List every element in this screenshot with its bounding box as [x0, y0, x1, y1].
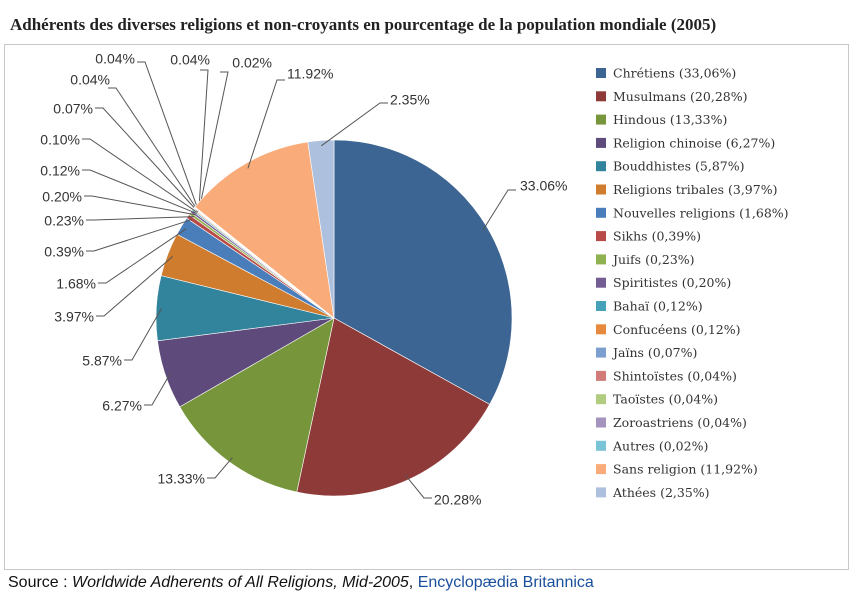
chart: Adhérents des diverses religions et non-…: [4, 15, 849, 570]
data-label: 0.04%: [95, 51, 135, 67]
legend-swatch: [596, 207, 606, 218]
leader-line: [98, 228, 187, 284]
legend-label: Zoroastriens (0,04%): [613, 415, 747, 430]
data-label: 5.87%: [82, 353, 122, 369]
legend-swatch: [596, 487, 606, 498]
legend-label: Athées (2,35%): [612, 485, 710, 500]
legend-label: Hindous (13,33%): [613, 112, 727, 127]
data-label: 6.27%: [102, 398, 142, 414]
data-label: 0.04%: [70, 72, 110, 88]
data-label: 0.10%: [40, 132, 80, 148]
leader-line: [124, 308, 163, 361]
legend-swatch: [596, 347, 606, 358]
pie-slice: [333, 139, 513, 405]
leader-line: [82, 138, 198, 213]
data-label: 1.68%: [56, 276, 96, 292]
data-label: 0.23%: [44, 213, 84, 229]
legend-swatch: [596, 184, 606, 195]
legend-swatch: [596, 161, 606, 172]
leader-line: [198, 69, 209, 211]
leader-line: [86, 218, 193, 252]
data-label: 0.12%: [40, 163, 80, 179]
leader-line: [95, 107, 199, 213]
legend-swatch: [596, 231, 606, 242]
legend-label: Nouvelles religions (1,68%): [613, 205, 789, 220]
legend-swatch: [596, 277, 606, 288]
legend-swatch: [596, 394, 606, 405]
legend-swatch: [596, 370, 606, 381]
legend-label: Shintoïstes (0,04%): [613, 368, 737, 383]
legend-label: Bahaï (0,12%): [613, 299, 703, 314]
leader-line: [247, 79, 285, 169]
legend-label: Juifs (0,23%): [611, 252, 695, 267]
leader-line: [108, 87, 199, 212]
leader-line: [82, 169, 197, 214]
source-publisher[interactable]: Encyclopædia Britannica: [417, 574, 594, 591]
legend-label: Confucéens (0,12%): [613, 322, 741, 337]
legend-label: Musulmans (20,28%): [613, 89, 747, 104]
chart-title: Adhérents des diverses religions et non-…: [10, 15, 716, 34]
leader-line: [86, 216, 195, 221]
data-label: 0.07%: [53, 101, 93, 117]
leader-line: [207, 457, 233, 479]
pie-slice: [296, 317, 491, 497]
data-label: 13.33%: [158, 471, 205, 487]
legend-swatch: [596, 324, 606, 335]
legend-swatch: [596, 301, 606, 311]
legend-label: Bouddhistes (5,87%): [613, 159, 745, 174]
legend-swatch: [596, 91, 606, 102]
legend-swatch: [596, 68, 606, 78]
data-label: 3.97%: [54, 309, 94, 325]
leader-line: [405, 474, 432, 499]
legend-swatch: [596, 417, 606, 428]
data-label: 11.92%: [287, 66, 333, 82]
data-label: 0.04%: [170, 52, 210, 68]
leader-line: [84, 195, 196, 216]
legend-label: Spiritistes (0,20%): [613, 275, 731, 290]
legend-swatch: [596, 137, 606, 148]
source-label: Source :: [8, 574, 68, 591]
data-label: 2.35%: [390, 92, 430, 108]
leader-line: [144, 372, 171, 406]
data-label: 20.28%: [434, 492, 481, 508]
legend-swatch: [596, 254, 606, 265]
legend-label: Taoïstes (0,04%): [613, 392, 718, 407]
data-label: 0.39%: [44, 244, 84, 260]
legend-label: Religions tribales (3,97%): [613, 182, 777, 197]
source: Source : Worldwide Adherents of All Reli…: [8, 574, 594, 592]
source-separator: ,: [408, 574, 414, 591]
pie-slice: [194, 141, 335, 319]
pie-slice: [307, 139, 335, 319]
data-label: 33.06%: [520, 178, 567, 194]
legend-label: Sans religion (11,92%): [613, 462, 758, 477]
leader-line: [320, 102, 388, 147]
data-label: 0.02%: [232, 55, 272, 71]
legend-swatch: [596, 464, 606, 475]
legend-label: Religion chinoise (6,27%): [613, 135, 775, 150]
data-label: 0.20%: [42, 189, 82, 205]
source-work: Worldwide Adherents of All Religions, Mi…: [72, 574, 409, 591]
legend-label: Sikhs (0,39%): [613, 229, 701, 244]
legend-label: Jaïns (0,07%): [611, 345, 697, 360]
leader-line: [482, 189, 516, 231]
legend-swatch: [596, 440, 606, 451]
leader-line: [137, 61, 200, 212]
legend-label: Autres (0,02%): [612, 438, 708, 453]
leader-line: [96, 255, 174, 317]
legend-label: Chrétiens (33,06%): [613, 66, 736, 81]
leader-line: [198, 71, 229, 211]
legend-swatch: [596, 114, 606, 125]
